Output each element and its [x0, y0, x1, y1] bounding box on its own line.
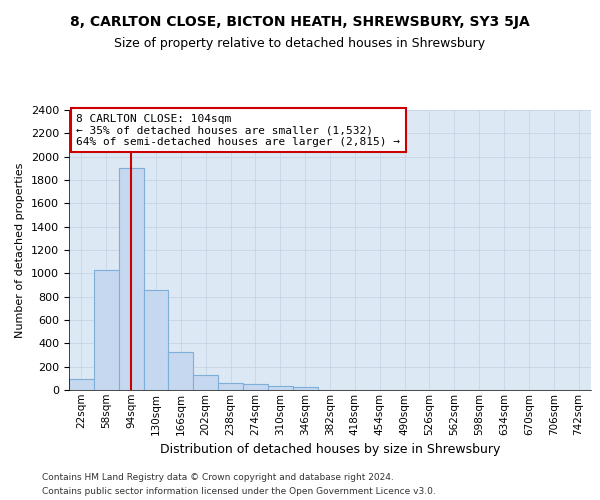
- Text: 8 CARLTON CLOSE: 104sqm
← 35% of detached houses are smaller (1,532)
64% of semi: 8 CARLTON CLOSE: 104sqm ← 35% of detache…: [76, 114, 400, 146]
- Bar: [169, 352, 193, 390]
- Bar: [268, 386, 293, 390]
- Text: Size of property relative to detached houses in Shrewsbury: Size of property relative to detached ho…: [115, 38, 485, 51]
- Text: 8, CARLTON CLOSE, BICTON HEATH, SHREWSBURY, SY3 5JA: 8, CARLTON CLOSE, BICTON HEATH, SHREWSBU…: [70, 15, 530, 29]
- Bar: [193, 376, 218, 390]
- Bar: [243, 384, 268, 390]
- Text: Contains HM Land Registry data © Crown copyright and database right 2024.: Contains HM Land Registry data © Crown c…: [42, 472, 394, 482]
- Bar: [293, 388, 317, 390]
- Bar: [218, 383, 243, 390]
- Text: Contains public sector information licensed under the Open Government Licence v3: Contains public sector information licen…: [42, 488, 436, 496]
- Bar: [143, 290, 169, 390]
- Bar: [119, 168, 143, 390]
- Bar: [69, 379, 94, 390]
- Bar: [94, 270, 119, 390]
- X-axis label: Distribution of detached houses by size in Shrewsbury: Distribution of detached houses by size …: [160, 443, 500, 456]
- Y-axis label: Number of detached properties: Number of detached properties: [16, 162, 25, 338]
